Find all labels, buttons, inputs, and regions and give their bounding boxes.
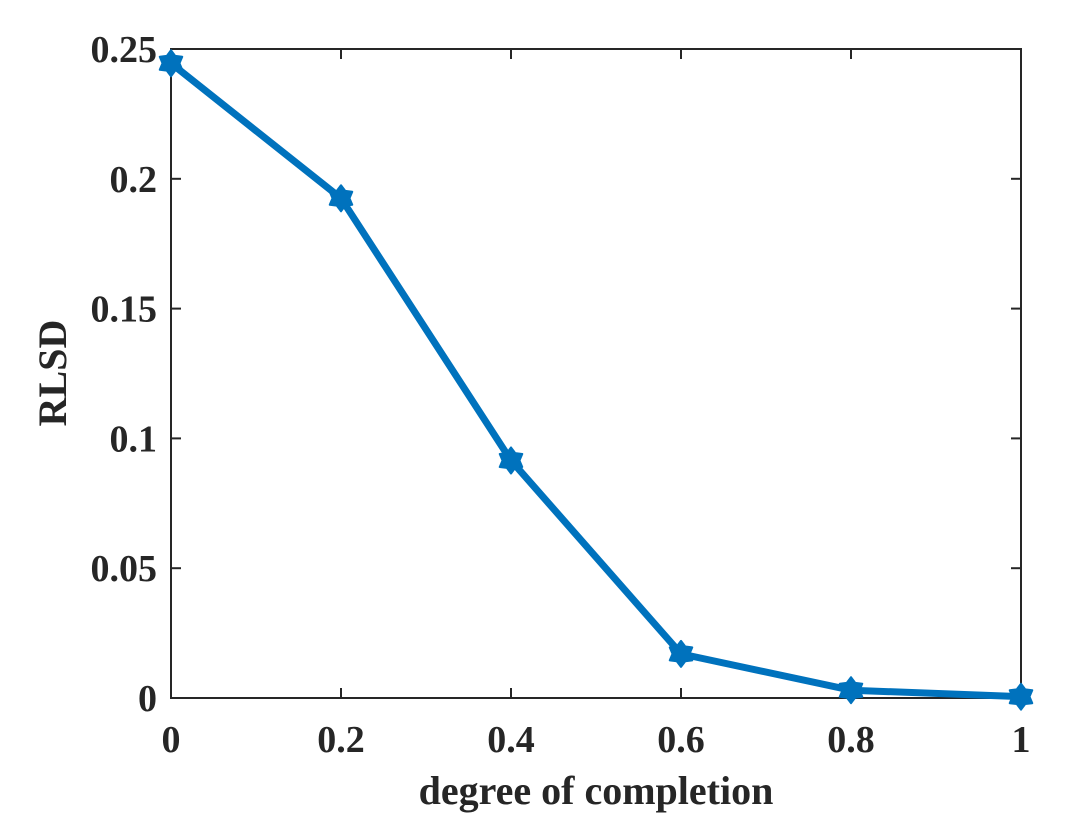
- y-tick-label: 0.25: [91, 29, 158, 71]
- data-point: [838, 676, 864, 705]
- x-tick-label: 0.2: [317, 719, 365, 761]
- plot-area: [170, 48, 1022, 699]
- x-tick-label: 0.4: [487, 719, 535, 761]
- x-tick-label: 0.8: [827, 719, 875, 761]
- y-tick-label: 0.2: [110, 159, 158, 201]
- y-tick-label: 0.1: [110, 418, 158, 460]
- y-tick-label: 0.05: [91, 548, 158, 590]
- series-line: [168, 60, 1022, 701]
- data-point: [158, 49, 184, 78]
- y-axis-label: RLSD: [30, 320, 75, 427]
- x-tick-label: 0.6: [657, 719, 705, 761]
- data-point: [498, 446, 524, 475]
- x-tick-labels: 0 0.2 0.4 0.6 0.8 1: [162, 719, 1031, 761]
- series-group: [158, 49, 1034, 711]
- y-tick-label: 0.15: [91, 289, 158, 331]
- x-tick-label: 1: [1012, 719, 1031, 761]
- x-tick-label: 0: [162, 719, 181, 761]
- y-tick-labels: 0 0.05 0.1 0.15 0.2 0.25: [91, 29, 158, 720]
- data-point: [1008, 682, 1034, 711]
- y-tick-label: 0: [138, 678, 157, 720]
- data-point: [328, 184, 354, 213]
- x-axis-label: degree of completion: [419, 768, 774, 813]
- data-point: [668, 639, 694, 668]
